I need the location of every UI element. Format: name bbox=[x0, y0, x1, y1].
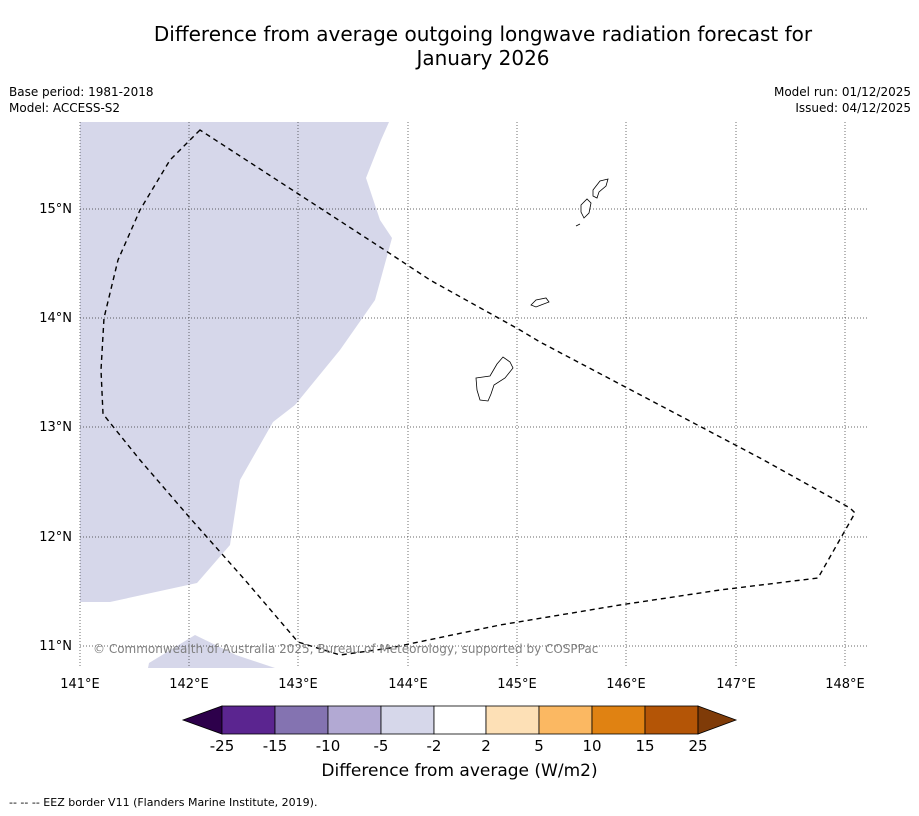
colorbar-tick: -15 bbox=[263, 737, 288, 755]
lat-label: 13°N bbox=[39, 420, 72, 435]
lon-label: 145°E bbox=[497, 677, 537, 692]
colorbar-tick: 25 bbox=[688, 737, 707, 755]
colorbar: -25 -15 -10 -5 -2 2 5 10 15 25 bbox=[181, 705, 738, 755]
footnote: -- -- -- EEZ border V11 (Flanders Marine… bbox=[9, 796, 318, 809]
colorbar-high-extension bbox=[697, 705, 738, 735]
gridlines bbox=[79, 122, 868, 668]
lon-label: 142°E bbox=[169, 677, 209, 692]
lon-label: 147°E bbox=[716, 677, 756, 692]
lon-label: 148°E bbox=[825, 677, 865, 692]
chart-title: Difference from average outgoing longwav… bbox=[0, 22, 919, 70]
colorbar-ticks: -25 -15 -10 -5 -2 2 5 10 15 25 bbox=[210, 737, 708, 755]
issued-date: Issued: 04/12/2025 bbox=[795, 101, 911, 115]
lat-labels: 15°N 14°N 13°N 12°N 11°N bbox=[39, 202, 72, 654]
meta-right: Model run: 01/12/2025 Issued: 04/12/2025 bbox=[774, 84, 911, 116]
island-aguijan bbox=[575, 223, 581, 227]
anomaly-region-west bbox=[80, 122, 392, 602]
colorbar-tick: 2 bbox=[481, 737, 491, 755]
colorbar-segment bbox=[433, 705, 487, 735]
lon-label: 143°E bbox=[278, 677, 318, 692]
lon-label: 146°E bbox=[606, 677, 646, 692]
colorbar-tick: 10 bbox=[582, 737, 601, 755]
colorbar-low-extension bbox=[181, 705, 223, 735]
title-line-2: January 2026 bbox=[416, 46, 550, 70]
colorbar-segment bbox=[591, 705, 646, 735]
lat-label: 12°N bbox=[39, 530, 72, 545]
colorbar-tick: 5 bbox=[534, 737, 544, 755]
colorbar-segment bbox=[485, 705, 540, 735]
colorbar-segment bbox=[380, 705, 435, 735]
colorbar-tick: -10 bbox=[316, 737, 341, 755]
colorbar-segment bbox=[274, 705, 329, 735]
colorbar-segment bbox=[327, 705, 382, 735]
island-guam bbox=[475, 356, 514, 402]
eez-border bbox=[100, 129, 856, 656]
anomaly-region-south bbox=[148, 635, 275, 668]
model-run: Model run: 01/12/2025 bbox=[773, 85, 911, 99]
meta-left: Base period: 1981-2018 Model: ACCESS-S2 bbox=[9, 84, 154, 116]
map-panel: © Commonwealth of Australia 2025, Bureau… bbox=[79, 122, 868, 668]
island-tinian bbox=[580, 198, 592, 219]
colorbar-tick: -2 bbox=[427, 737, 442, 755]
island-saipan bbox=[592, 178, 609, 199]
lon-label: 141°E bbox=[60, 677, 100, 692]
colorbar-tick: -5 bbox=[374, 737, 389, 755]
base-period: Base period: 1981-2018 bbox=[9, 85, 154, 99]
colorbar-segment bbox=[644, 705, 699, 735]
colorbar-segment bbox=[538, 705, 593, 735]
colorbar-tick: 15 bbox=[635, 737, 654, 755]
islands bbox=[475, 178, 609, 402]
model-name: Model: ACCESS-S2 bbox=[9, 101, 121, 115]
lat-label: 14°N bbox=[39, 311, 72, 326]
lat-label: 11°N bbox=[39, 639, 72, 654]
colorbar-segment bbox=[221, 705, 276, 735]
lat-label: 15°N bbox=[39, 202, 72, 217]
lon-label: 144°E bbox=[388, 677, 428, 692]
lon-labels: 141°E 142°E 143°E 144°E 145°E 146°E 147°… bbox=[60, 677, 865, 692]
colorbar-tick: -25 bbox=[210, 737, 235, 755]
title-line-1: Difference from average outgoing longwav… bbox=[153, 22, 813, 46]
island-rota bbox=[530, 297, 550, 308]
colorbar-title: Difference from average (W/m2) bbox=[321, 761, 598, 781]
map-copyright: © Commonwealth of Australia 2025, Bureau… bbox=[93, 642, 598, 656]
